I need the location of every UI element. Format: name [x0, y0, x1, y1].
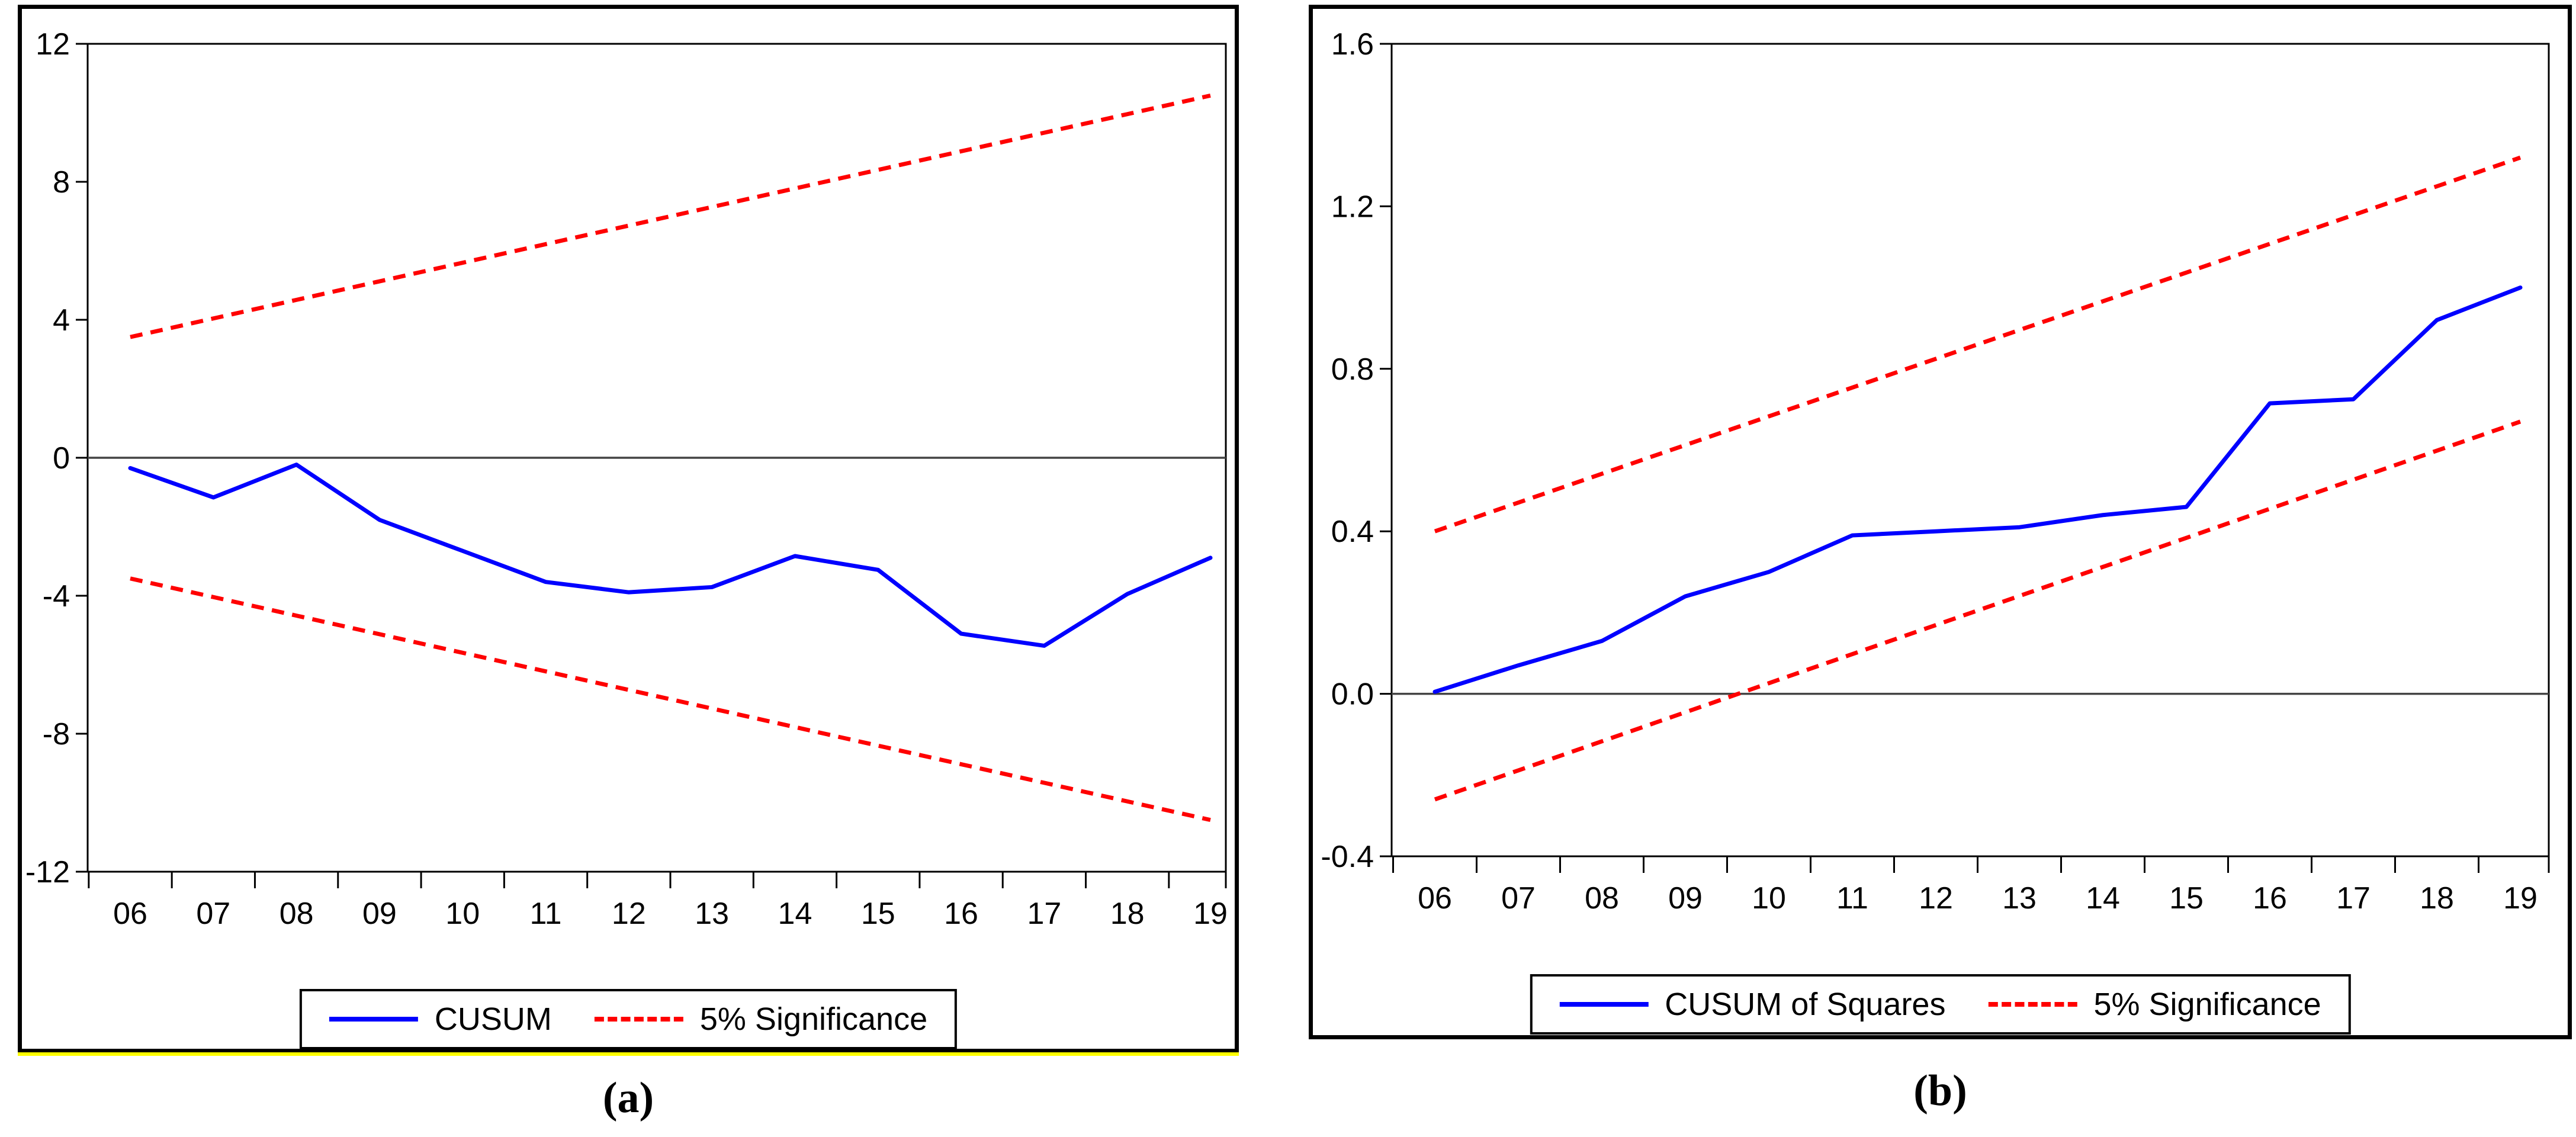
significance-upper-line: [130, 93, 1211, 339]
significance-line-sample-icon: [1988, 1002, 2077, 1007]
x-axis-tick-label: 16: [2253, 881, 2287, 916]
y-axis-tick-label: 0.8: [1331, 352, 1374, 387]
x-axis-tick-label: 08: [280, 897, 314, 931]
legend-panel-b: CUSUM of Squares 5% Significance: [1530, 974, 2351, 1035]
x-axis-tick-label: 13: [2002, 881, 2037, 916]
x-axis-tick-label: 18: [1110, 897, 1145, 931]
x-axis-tick-label: 11: [1836, 881, 1868, 916]
caption-a: (a): [602, 1074, 654, 1122]
legend-label-cusumsq: CUSUM of Squares: [1665, 987, 1946, 1022]
x-axis-tick-label: 18: [2420, 881, 2454, 916]
x-axis-tick-label: 13: [695, 897, 729, 931]
y-axis-tick-label: 1.2: [1331, 190, 1374, 224]
x-axis-tick-label: 10: [445, 897, 480, 931]
y-axis-tick-label: -0.4: [1321, 840, 1374, 874]
cusum-plot-svg: 12 8 4 0 -4 -8 -12 06 07 08 09 10 11 12 13 14 15 16 17 18 19: [18, 5, 1239, 1053]
plot-border: [1390, 43, 2550, 857]
y-axis-tick-label: 8: [53, 165, 70, 200]
y-axis-tick-label: 4: [53, 303, 70, 338]
cusumsq-line-sample-icon: [1559, 1002, 1649, 1007]
y-axis-tick-label: 12: [36, 27, 70, 62]
x-axis-tick-label: 16: [944, 897, 978, 931]
y-axis-tick-label: -4: [43, 579, 70, 614]
x-axis-tick-label: 19: [1193, 897, 1228, 931]
x-axis-tick-label: 19: [2503, 881, 2538, 916]
cusum-of-squares-panel: 1.6 1.2 0.8 0.4 0.0 -0.4 06 07 08 09 10 11 12 13 14 15 1…: [1309, 5, 2572, 1039]
y-axis-tick-label: 0.4: [1331, 515, 1374, 549]
significance-lower-line: [130, 576, 1211, 823]
cusum-of-squares-plot-svg: 1.6 1.2 0.8 0.4 0.0 -0.4 06 07 08 09 10 11 12 13 14 15 1…: [1309, 5, 2572, 1039]
yellow-underline: [18, 1052, 1239, 1056]
cusum-of-squares-line: [1432, 285, 2523, 694]
x-axis-tick-label: 14: [2086, 881, 2120, 916]
cusum-line-sample-icon: [329, 1017, 418, 1022]
y-axis-tick-label: 1.6: [1331, 27, 1374, 62]
x-axis-tick-label: 11: [530, 897, 562, 931]
significance-lower-line: [1434, 419, 2522, 802]
cusum-line: [128, 462, 1213, 648]
x-axis-tick-label: 07: [196, 897, 230, 931]
x-axis-tick-label: 07: [1501, 881, 1536, 916]
y-axis-tick-label: -8: [43, 717, 70, 751]
x-axis-tick-label: 15: [861, 897, 895, 931]
x-axis-tick-label: 08: [1585, 881, 1619, 916]
cusum-panel: 12 8 4 0 -4 -8 -12 06 07 08 09 10 11 12 13 14 15 16 17 18 19…: [18, 5, 1239, 1053]
legend-label-significance: 5% Significance: [699, 1001, 928, 1037]
legend-label-significance-b: 5% Significance: [2093, 987, 2321, 1022]
legend-item-cusum: CUSUM: [329, 1003, 552, 1035]
legend-item-cusumsq: CUSUM of Squares: [1559, 988, 1945, 1020]
x-axis-tick-label: 15: [2169, 881, 2204, 916]
x-axis-tick-label: 17: [1027, 897, 1061, 931]
x-axis-tick-label: 06: [1418, 881, 1452, 916]
y-axis-tick-label: 0.0: [1331, 677, 1374, 712]
x-axis-tick-label: 10: [1752, 881, 1786, 916]
legend-panel-a: CUSUM 5% Significance: [299, 989, 958, 1049]
x-axis-tick-label: 12: [1919, 881, 1953, 916]
x-axis-tick-label: 12: [612, 897, 646, 931]
significance-line-sample-icon: [594, 1017, 683, 1022]
x-axis-tick-label: 09: [362, 897, 397, 931]
x-axis-tick-label: 17: [2336, 881, 2371, 916]
legend-label-cusum: CUSUM: [434, 1001, 552, 1037]
legend-item-significance-b: 5% Significance: [1988, 988, 2321, 1020]
x-axis-tick-label: 14: [778, 897, 812, 931]
y-axis-tick-label: 0: [53, 441, 70, 476]
y-axis-tick-label: -12: [25, 855, 70, 889]
panel-frame: [18, 5, 1239, 1053]
panel-frame: [1309, 5, 2572, 1039]
caption-b: (b): [1913, 1067, 1967, 1115]
x-axis-tick-label: 06: [113, 897, 147, 931]
legend-item-significance: 5% Significance: [594, 1001, 928, 1037]
significance-upper-line: [1434, 155, 2522, 534]
x-axis-tick-label: 09: [1668, 881, 1703, 916]
